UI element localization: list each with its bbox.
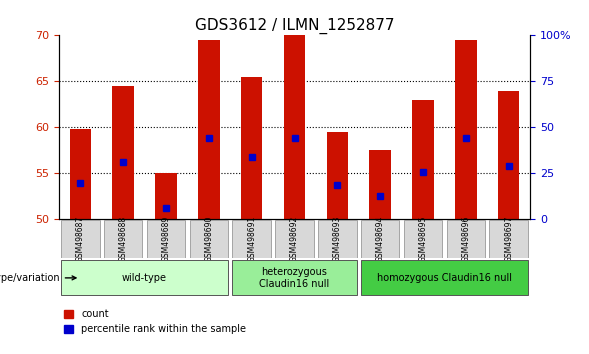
Bar xyxy=(112,86,134,219)
Text: GSM498691: GSM498691 xyxy=(247,216,256,262)
FancyBboxPatch shape xyxy=(489,220,528,258)
FancyBboxPatch shape xyxy=(233,261,356,295)
Bar xyxy=(198,40,220,219)
Bar xyxy=(369,150,391,219)
Bar xyxy=(412,100,434,219)
Bar xyxy=(70,129,91,219)
FancyBboxPatch shape xyxy=(403,220,442,258)
Text: GSM498690: GSM498690 xyxy=(204,216,213,262)
FancyBboxPatch shape xyxy=(190,220,228,258)
FancyBboxPatch shape xyxy=(361,261,528,295)
Text: GSM498688: GSM498688 xyxy=(118,216,128,262)
Bar xyxy=(327,132,348,219)
Text: GSM498687: GSM498687 xyxy=(76,216,85,262)
Legend: count, percentile rank within the sample: count, percentile rank within the sample xyxy=(64,309,246,334)
Text: GSM498692: GSM498692 xyxy=(290,216,299,262)
Bar xyxy=(455,40,477,219)
Text: GSM498693: GSM498693 xyxy=(333,216,342,262)
FancyBboxPatch shape xyxy=(361,220,399,258)
FancyBboxPatch shape xyxy=(318,220,356,258)
Title: GDS3612 / ILMN_1252877: GDS3612 / ILMN_1252877 xyxy=(195,18,394,34)
Text: GSM498696: GSM498696 xyxy=(461,216,471,262)
FancyBboxPatch shape xyxy=(147,220,186,258)
Text: GSM498689: GSM498689 xyxy=(161,216,170,262)
Bar xyxy=(155,173,177,219)
Text: GSM498695: GSM498695 xyxy=(419,216,428,262)
FancyBboxPatch shape xyxy=(446,220,485,258)
Text: GSM498694: GSM498694 xyxy=(376,216,385,262)
Text: genotype/variation: genotype/variation xyxy=(0,273,76,283)
Bar xyxy=(284,35,305,219)
FancyBboxPatch shape xyxy=(104,220,143,258)
FancyBboxPatch shape xyxy=(233,220,271,258)
FancyBboxPatch shape xyxy=(275,220,314,258)
Text: wild-type: wild-type xyxy=(122,273,167,283)
Bar xyxy=(498,91,519,219)
FancyBboxPatch shape xyxy=(61,220,100,258)
Text: heterozygous
Claudin16 null: heterozygous Claudin16 null xyxy=(259,267,330,289)
Bar xyxy=(241,77,262,219)
Text: homozygous Claudin16 null: homozygous Claudin16 null xyxy=(377,273,512,283)
FancyBboxPatch shape xyxy=(61,261,228,295)
Text: GSM498697: GSM498697 xyxy=(504,216,513,262)
